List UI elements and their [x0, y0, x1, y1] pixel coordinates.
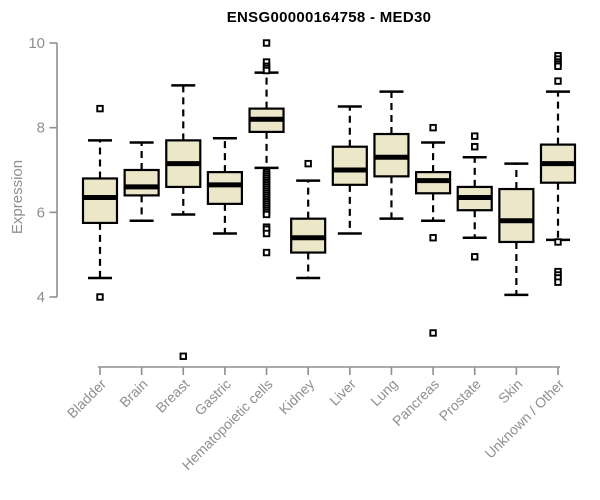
boxplot-group-prostate	[456, 132, 493, 261]
boxplot-group-lung	[373, 90, 410, 220]
boxplot-group-hematopoietic-cells	[248, 39, 285, 257]
outlier-point	[554, 77, 562, 85]
boxplot-group-unknown-other	[539, 52, 577, 286]
outlier-point	[554, 62, 562, 70]
outlier-point	[471, 253, 479, 261]
outlier-point	[262, 248, 271, 257]
outlier-point	[554, 278, 562, 286]
x-category-label: Unknown / Other	[482, 376, 568, 462]
iqr-box	[81, 177, 119, 225]
x-category-label: Bladder	[64, 376, 110, 422]
boxplot-group-brain	[123, 141, 160, 223]
outlier-point	[96, 104, 104, 113]
x-category-label: Breast	[152, 376, 192, 416]
outlier-point	[429, 234, 437, 242]
iqr-box	[498, 187, 535, 244]
outlier-point	[471, 132, 479, 140]
boxplot-group-bladder	[81, 104, 119, 301]
x-category-label: Liver	[326, 376, 359, 409]
boxplot-group-gastric	[206, 137, 244, 235]
boxplot-group-skin	[498, 162, 535, 297]
boxplot-group-breast	[165, 84, 202, 360]
iqr-box	[331, 145, 368, 186]
outlier-point	[471, 143, 479, 151]
boxplot-group-kidney	[290, 159, 327, 280]
iqr-box	[123, 168, 160, 197]
y-tick-label: 8	[37, 120, 45, 137]
x-category-label: Brain	[116, 376, 150, 410]
outlier-point	[554, 238, 562, 246]
outlier-point	[429, 329, 437, 337]
outlier-point	[96, 293, 104, 301]
outlier-point	[262, 210, 271, 219]
y-tick-label: 4	[37, 289, 45, 306]
x-category-label: Skin	[495, 376, 526, 407]
x-category-label: Prostate	[436, 376, 484, 424]
outlier-point	[304, 159, 312, 168]
outlier-point	[179, 352, 187, 360]
iqr-box	[206, 171, 244, 205]
boxplot-group-pancreas	[414, 123, 452, 337]
x-category-label: Kidney	[276, 376, 318, 418]
outlier-point	[262, 229, 271, 238]
y-tick-label: 6	[37, 204, 45, 221]
outlier-point	[429, 123, 437, 132]
x-category-label: Lung	[367, 376, 400, 409]
boxplot-group-liver	[331, 105, 368, 235]
y-axis: 10 8 6 4	[28, 35, 58, 306]
chart-title: ENSG00000164758 - MED30	[226, 9, 432, 26]
outlier-point	[262, 39, 271, 47]
y-tick-label: 10	[28, 35, 45, 52]
outlier-point	[262, 66, 271, 75]
